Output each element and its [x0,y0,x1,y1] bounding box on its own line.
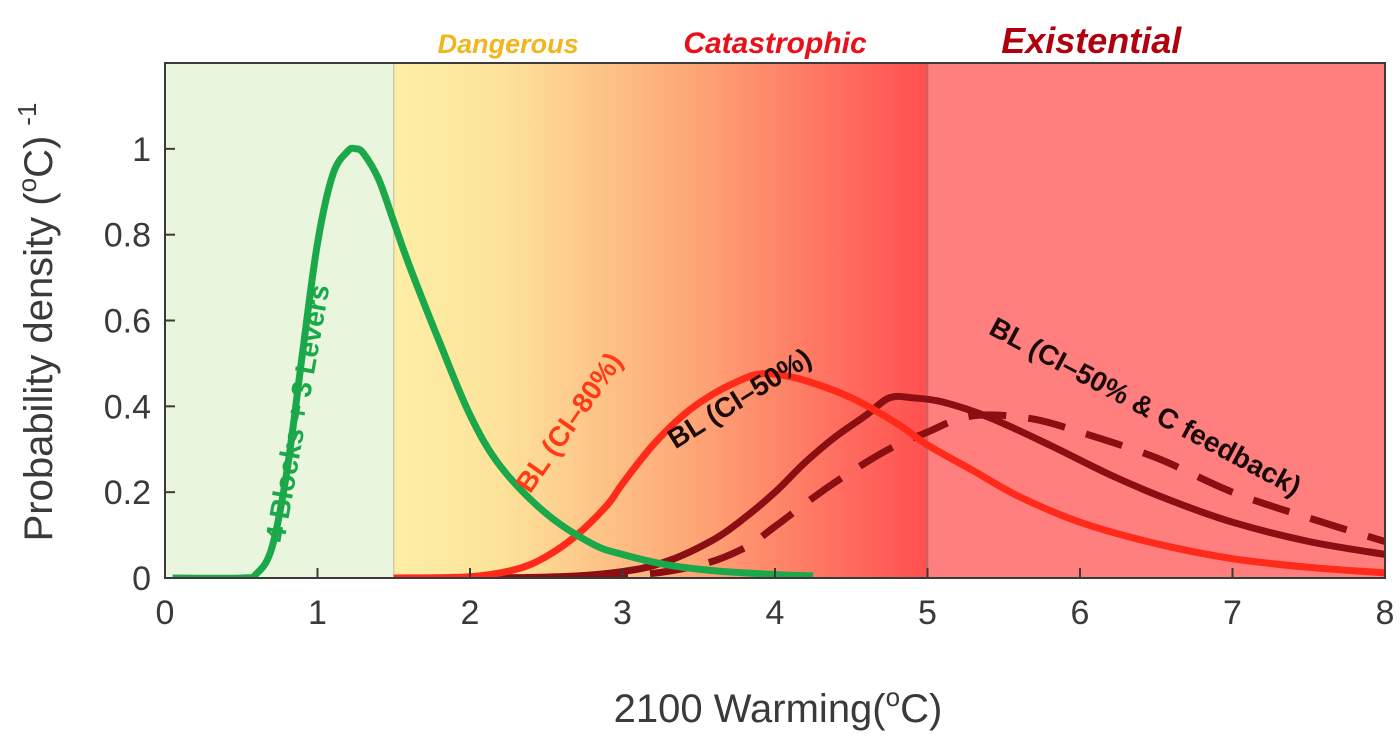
y-tick-label: 0.2 [104,474,151,512]
x-tick-label: 2 [461,594,480,632]
x-tick-label: 3 [613,594,632,632]
x-tick-label: 8 [1376,594,1395,632]
x-tick-label: 6 [1071,594,1090,632]
zone-dangerous-catastrophic [393,63,928,578]
zone-label-dangerous: Dangerous [438,29,579,59]
x-tick-label: 5 [918,594,937,632]
y-tick-label: 0.6 [104,303,151,341]
y-tick-label: 0.8 [104,217,151,255]
zone-label-catastrophic: Catastrophic [683,27,867,60]
curves [172,144,1385,578]
x-axis-title: 2100 Warming(oC) [614,682,943,731]
zone-labels: Dangerous Catastrophic Existential [438,20,1183,61]
x-tick-label: 0 [156,594,175,632]
y-tick-label: 0 [132,560,151,598]
series-line-4-blocks-3-levers [172,144,814,578]
warming-zones [165,63,1385,578]
x-tick-label: 7 [1223,594,1242,632]
y-axis-title: Probability density (oC)-1 [12,103,61,542]
series-line-bl-ci-50-c-feedback [469,411,1385,578]
axes: 0 1 2 3 4 5 6 7 8 0 0.2 0.4 0.6 0.8 1 [104,131,1395,632]
y-tick-label: 1 [132,131,151,169]
zone-label-existential: Existential [1001,20,1182,61]
x-tick-label: 4 [766,594,785,632]
y-tick-label: 0.4 [104,388,151,426]
x-tick-label: 1 [308,594,327,632]
